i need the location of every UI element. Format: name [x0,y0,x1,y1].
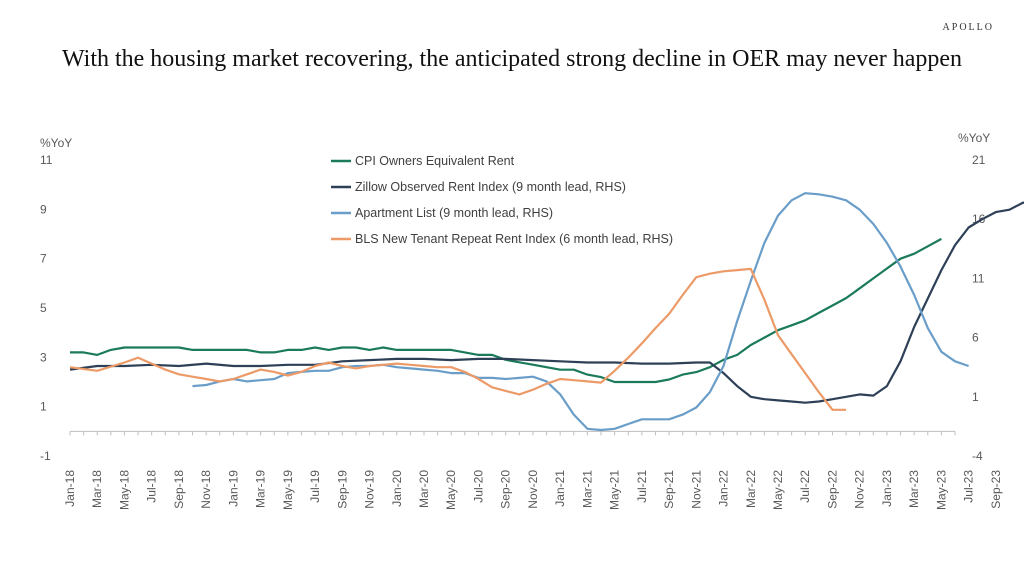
legend-label-1: CPI Owners Equivalent Rent [355,154,515,168]
x-tick-label: Nov-20 [526,470,540,509]
x-tick-label: May-18 [117,470,131,510]
x-tick-label: Jan-19 [226,470,240,507]
y-left-tick-label: 11 [40,153,53,167]
y-left-tick-label: 9 [40,202,47,216]
legend-label-4: BLS New Tenant Repeat Rent Index (6 mont… [355,232,673,246]
x-tick-label: Mar-21 [580,470,594,508]
x-tick-label: May-22 [771,470,785,510]
x-axis: Jan-18 Mar-18 May-18 Jul-18 Sep-18 Nov-18 Jan-… [63,430,1003,510]
x-tick-label: Jul-18 [145,470,159,503]
y-left-axis: -1 1 3 5 7 9 11 [40,153,53,463]
y-right-tick-label: 11 [972,271,985,285]
y-left-axis-unit: %YoY [40,136,72,150]
x-tick-label: Jul-21 [635,470,649,503]
brand-logo: APOLLO [942,22,994,33]
legend-label-3: Apartment List (9 month lead, RHS) [355,206,553,220]
y-left-tick-label: 3 [40,350,47,364]
x-tick-label: Sep-22 [825,470,839,509]
x-tick-label: Jan-18 [63,470,77,507]
series-line-4 [69,267,847,411]
x-tick-label: Mar-23 [907,470,921,508]
x-tick-label: May-19 [281,470,295,510]
x-tick-label: Nov-18 [199,470,213,509]
x-tick-label: Mar-20 [417,470,431,508]
x-tick-label: Jan-23 [880,470,894,507]
y-left-tick-label: 7 [40,252,47,266]
y-left-tick-label: -1 [40,449,51,463]
legend-label-2: Zillow Observed Rent Index (9 month lead… [355,180,626,194]
y-right-tick-label: 6 [972,331,979,345]
x-tick-label: Sep-18 [172,470,186,509]
y-left-tick-label: 1 [40,400,47,414]
series-line-3 [192,192,969,432]
x-tick-label: May-20 [444,470,458,510]
x-tick-label: Jan-22 [717,470,731,507]
x-tick-label: Nov-19 [363,470,377,509]
x-tick-label: Nov-21 [689,470,703,509]
x-tick-label: Mar-18 [90,470,104,508]
x-tick-label: Sep-19 [335,470,349,509]
x-tick-label: Jul-19 [308,470,322,503]
x-tick-label: Jul-20 [471,470,485,503]
y-left-tick-label: 5 [40,301,47,315]
x-tick-label: Sep-20 [499,470,513,509]
chart-title: With the housing market recovering, the … [61,46,963,72]
x-tick-label: Sep-21 [662,470,676,509]
x-tick-label: Jan-20 [390,470,404,507]
x-tick-label: Mar-22 [744,470,758,508]
legend: CPI Owners Equivalent Rent Zillow Observe… [331,154,673,246]
y-right-tick-label: 21 [972,153,986,167]
series-lines [69,192,1024,432]
x-tick-label: Nov-22 [853,470,867,509]
x-tick-label: May-21 [608,470,622,510]
y-right-tick-label: 1 [972,390,979,404]
x-tick-label: Sep-23 [989,470,1003,509]
y-right-axis-unit: %YoY [958,131,990,145]
x-tick-label: Mar-19 [254,470,268,508]
x-tick-label: May-23 [934,470,948,510]
x-tick-label: Jul-22 [798,470,812,503]
series-line-1 [70,237,942,384]
x-tick-label: Jan-21 [553,470,567,507]
y-right-tick-label: -4 [972,449,983,463]
x-tick-label: Jul-23 [962,470,976,503]
